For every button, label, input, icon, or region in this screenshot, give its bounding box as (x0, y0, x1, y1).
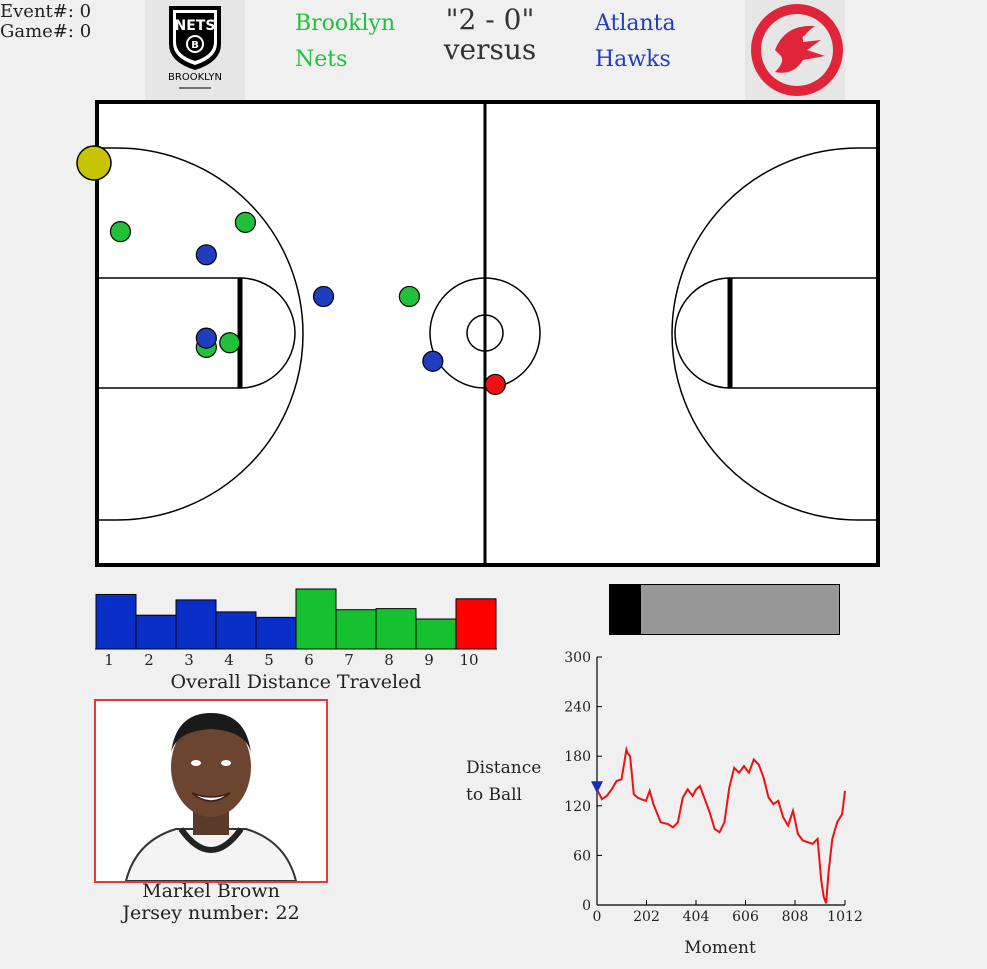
bar-chart-title: Overall Distance Traveled (170, 671, 422, 693)
bar-labels: 1 2 3 4 5 6 7 8 9 10 (95, 651, 497, 671)
versus-label: versus (443, 33, 537, 66)
y-tick-label: 0 (582, 898, 591, 914)
y-tick-label: 300 (564, 650, 591, 666)
home-team-name: Brooklyn Nets (295, 11, 396, 72)
distance-bar (215, 611, 257, 650)
x-tick-label: 404 (683, 909, 710, 925)
bar-label: 4 (224, 651, 234, 669)
bar-label: 10 (459, 651, 479, 669)
svg-text:NETS: NETS (175, 18, 216, 34)
player-photo (94, 699, 328, 883)
distance-bar (375, 608, 417, 650)
distance-bar (415, 618, 457, 650)
nets-shield-icon: NETS B BROOKLYN (168, 6, 222, 89)
distance-bar (295, 588, 337, 650)
player-caption: Markel Brown Jersey number: 22 (94, 880, 328, 924)
event-game-info: Event#: 0 Game#: 0 (0, 2, 91, 42)
y-tick-label: 60 (573, 848, 591, 864)
progress-fill (610, 585, 641, 634)
y-tick-label: 180 (564, 749, 591, 765)
x-tick-label: 1012 (827, 909, 863, 925)
selected-player-dot (484, 373, 506, 396)
chart-xlabel: Moment (684, 938, 756, 958)
chart-ylabel: Distance to Ball (466, 758, 542, 805)
score-value: "2 - 0" (445, 3, 535, 36)
ball-layer (76, 145, 112, 181)
away-team-logo (745, 0, 845, 100)
home-player-dot (219, 332, 241, 354)
bar-label: 8 (384, 651, 394, 669)
home-player-dot (398, 285, 420, 308)
current-moment-marker (591, 781, 603, 794)
ball (76, 145, 112, 181)
distance-bar (455, 598, 497, 650)
player-jersey: Jersey number: 22 (122, 902, 300, 924)
distance-bar (335, 609, 377, 650)
event-label: Event#: 0 (0, 1, 92, 22)
player-portrait-icon (96, 701, 326, 881)
bar-label: 5 (264, 651, 274, 669)
x-tick-label: 808 (782, 909, 809, 925)
x-tick-label: 202 (633, 909, 660, 925)
x-tick-label: 606 (732, 909, 759, 925)
bar-label: 7 (344, 651, 354, 669)
distance-bar (135, 614, 177, 650)
away-player-dot (422, 350, 444, 372)
bar-label: 9 (424, 651, 434, 669)
distance-bar (95, 593, 137, 650)
player-name: Markel Brown (142, 880, 280, 902)
away-team-name: Atlanta Hawks (595, 11, 676, 72)
away-player-dot (195, 327, 217, 349)
score-display: "2 - 0" versus (420, 5, 560, 65)
basketball-court (95, 100, 880, 567)
y-tick-label: 240 (564, 700, 591, 716)
distance-bar (175, 599, 217, 650)
hawks-logo-icon (751, 4, 843, 96)
home-team-logo: NETS B BROOKLYN (145, 0, 245, 100)
bar-label: 2 (144, 651, 154, 669)
distance-bar-chart (95, 588, 497, 650)
home-player-dot (109, 221, 132, 243)
x-tick-label: 0 (593, 909, 602, 925)
y-tick-label: 120 (564, 799, 591, 815)
bar-label: 6 (304, 651, 314, 669)
distance-bar (255, 616, 297, 650)
game-label: Game#: 0 (0, 21, 92, 42)
bar-label: 1 (104, 651, 114, 669)
home-player-dot (234, 211, 256, 233)
moment-progress-bar[interactable] (609, 584, 840, 635)
svg-text:B: B (191, 40, 199, 51)
svg-text:BROOKLYN: BROOKLYN (168, 72, 222, 83)
distance-to-ball-chart: 0 60 120 180 240 300 0 202 404 606 808 1012 (564, 650, 863, 925)
away-player-dot (195, 244, 217, 266)
away-player-dot (312, 285, 335, 308)
distance-line (596, 745, 846, 904)
bar-label: 3 (184, 651, 194, 669)
